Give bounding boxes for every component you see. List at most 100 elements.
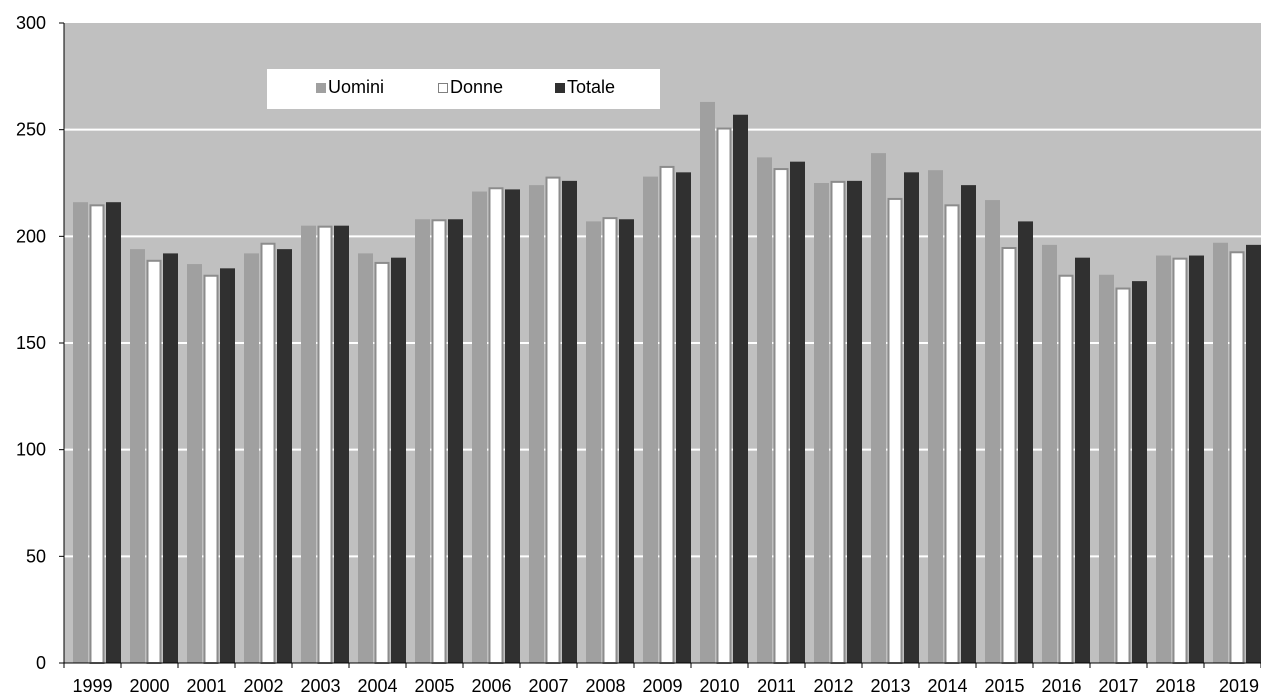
x-tick-label: 2018 [1155,676,1195,696]
y-tick-label: 200 [16,226,46,246]
legend-swatch-uomini [316,83,326,93]
bar-totale-2012 [847,180,862,663]
bar-donne-2006 [488,187,504,664]
x-tick-label: 2017 [1098,676,1138,696]
bar-donne-2000 [146,259,162,664]
bar-totale-2009 [676,172,691,664]
bar-totale-2004 [391,257,406,663]
bar-uomini-2014 [928,170,943,663]
bar-totale-1999 [106,202,121,663]
bars [73,101,1261,665]
bar-uomini-2016 [1042,244,1057,663]
bar-uomini-2012 [814,183,829,663]
bar-donne-2007 [545,176,561,664]
x-tick-label: 2008 [585,676,625,696]
bar-totale-2018 [1189,255,1204,664]
bar-uomini-1999 [73,202,88,663]
x-tick-label: 2005 [414,676,454,696]
legend: Uomini Donne Totale [267,69,660,109]
bar-donne-2017 [1115,287,1131,664]
x-tick-label: 2007 [528,676,568,696]
x-tick-label: 2012 [813,676,853,696]
bar-uomini-2004 [358,253,373,663]
x-tick-label: 2013 [870,676,910,696]
bar-donne-2012 [830,180,846,664]
bar-uomini-2000 [130,249,145,663]
bar-donne-2002 [260,242,276,664]
bar-donne-1999 [89,204,105,664]
legend-label-donne: Donne [450,77,503,97]
bar-donne-2015 [1001,247,1017,664]
y-tick-label: 250 [16,120,46,140]
x-axis-ticks: 1999 2000 2001 2002 2003 2004 2005 2006 2007 2008… [63,663,1261,696]
bar-donne-2014 [944,204,960,664]
bar-totale-2015 [1018,221,1033,663]
bar-totale-2001 [220,268,235,663]
bar-donne-2019 [1229,251,1245,664]
bar-donne-2004 [374,261,390,664]
bar-donne-2013 [887,197,903,665]
bar-totale-2000 [163,253,178,663]
x-tick-label: 2006 [471,676,511,696]
bar-totale-2014 [961,185,976,663]
x-tick-label: 1999 [72,676,112,696]
bar-donne-2001 [203,274,219,664]
bar-uomini-2017 [1099,274,1114,663]
bar-uomini-2008 [586,221,601,663]
bar-totale-2011 [790,161,805,663]
bar-uomini-2010 [700,101,715,663]
x-tick-label: 2016 [1041,676,1081,696]
bar-uomini-2013 [871,153,886,663]
x-tick-label: 2014 [927,676,967,696]
x-tick-label: 2001 [186,676,226,696]
bar-uomini-2005 [415,219,430,663]
bar-totale-2019 [1246,244,1261,663]
bar-uomini-2009 [643,176,658,663]
bar-totale-2013 [904,172,919,664]
bar-totale-2005 [448,219,463,663]
bar-uomini-2018 [1156,255,1171,664]
x-tick-label: 2003 [300,676,340,696]
bar-totale-2002 [277,249,292,663]
y-tick-label: 50 [26,546,46,566]
x-tick-label: 2004 [357,676,397,696]
bar-donne-2009 [659,165,675,665]
bar-totale-2010 [733,114,748,663]
legend-label-totale: Totale [567,77,615,97]
bar-uomini-2001 [187,264,202,663]
bar-donne-2011 [773,168,789,664]
bar-totale-2007 [562,180,577,663]
bar-donne-2010 [716,127,732,665]
x-tick-label: 2002 [243,676,283,696]
bar-uomini-2015 [985,200,1000,664]
bar-uomini-2002 [244,253,259,663]
legend-swatch-donne [438,83,448,93]
bar-totale-2017 [1132,281,1147,663]
y-tick-label: 300 [16,13,46,33]
bar-uomini-2019 [1213,242,1228,663]
bar-uomini-2007 [529,185,544,663]
bar-donne-2018 [1172,257,1188,664]
bar-donne-2016 [1058,274,1074,664]
bar-totale-2008 [619,219,634,663]
bar-totale-2006 [505,189,520,663]
bar-uomini-2011 [757,157,772,663]
y-tick-label: 0 [36,653,46,673]
bar-uomini-2003 [301,225,316,663]
y-axis-ticks: 0 50 100 150 200 250 300 [16,13,64,673]
x-tick-label: 2011 [757,676,796,696]
bar-donne-2005 [431,219,447,664]
bar-donne-2003 [317,225,333,665]
bar-totale-2003 [334,225,349,663]
legend-box [267,69,660,109]
bar-donne-2008 [602,217,618,664]
x-tick-label: 2009 [642,676,682,696]
bar-totale-2016 [1075,257,1090,663]
bar-uomini-2006 [472,191,487,664]
x-tick-label: 2019 [1219,676,1259,696]
legend-swatch-totale [555,83,565,93]
legend-label-uomini: Uomini [328,77,384,97]
y-tick-label: 100 [16,440,46,460]
x-tick-label: 2010 [699,676,739,696]
